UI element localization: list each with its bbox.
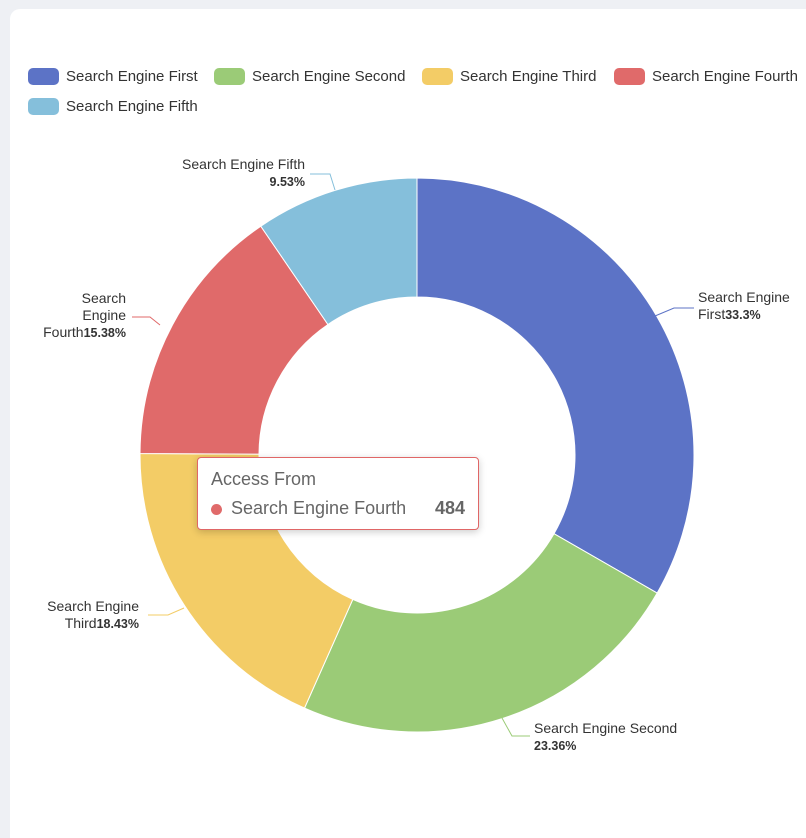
data-label-first: Search Engine First33.3%	[698, 289, 790, 322]
legend-item-first[interactable]: Search Engine First	[28, 68, 198, 85]
tooltip: Access From Search Engine Fourth 484	[197, 457, 479, 530]
data-label-third: Search Engine Third18.43%	[47, 598, 139, 631]
leader-line-fifth	[310, 173, 336, 191]
legend-item-fifth[interactable]: Search Engine Fifth	[28, 98, 198, 115]
legend-label: Search Engine Fifth	[66, 98, 198, 115]
data-label-fourth: Search Engine Fourth15.38%	[43, 290, 126, 340]
leader-line-second	[501, 717, 530, 737]
leader-line-third	[148, 607, 185, 616]
leader-line-fourth	[132, 316, 161, 326]
slice-second[interactable]	[303, 533, 658, 733]
slice-fourth[interactable]	[139, 225, 329, 455]
legend-swatch	[422, 68, 453, 85]
legend-swatch	[28, 68, 59, 85]
slice-first[interactable]	[416, 177, 695, 594]
tooltip-marker	[211, 504, 222, 515]
leader-line-first	[654, 307, 694, 317]
legend-label: Search Engine Second	[252, 68, 406, 85]
legend-swatch	[214, 68, 245, 85]
tooltip-series-name: Search Engine Fourth	[231, 498, 407, 518]
legend-item-third[interactable]: Search Engine Third	[422, 68, 596, 85]
data-label-second: Search Engine Second 23.36%	[534, 720, 677, 753]
legend-label: Search Engine Third	[460, 68, 597, 85]
data-label-fifth: Search Engine Fifth 9.53%	[182, 156, 305, 189]
legend-label: Search Engine Fourth	[652, 68, 798, 85]
slice-fifth[interactable]	[260, 177, 418, 326]
legend-swatch	[28, 98, 59, 115]
legend-item-fourth[interactable]: Search Engine Fourth	[614, 68, 798, 85]
legend-swatch	[614, 68, 645, 85]
tooltip-title: Access From	[211, 469, 317, 489]
slice-third[interactable]	[139, 452, 354, 709]
legend-item-second[interactable]: Search Engine Second	[214, 68, 405, 85]
legend-label: Search Engine First	[66, 68, 198, 85]
tooltip-value: 484	[434, 498, 465, 518]
